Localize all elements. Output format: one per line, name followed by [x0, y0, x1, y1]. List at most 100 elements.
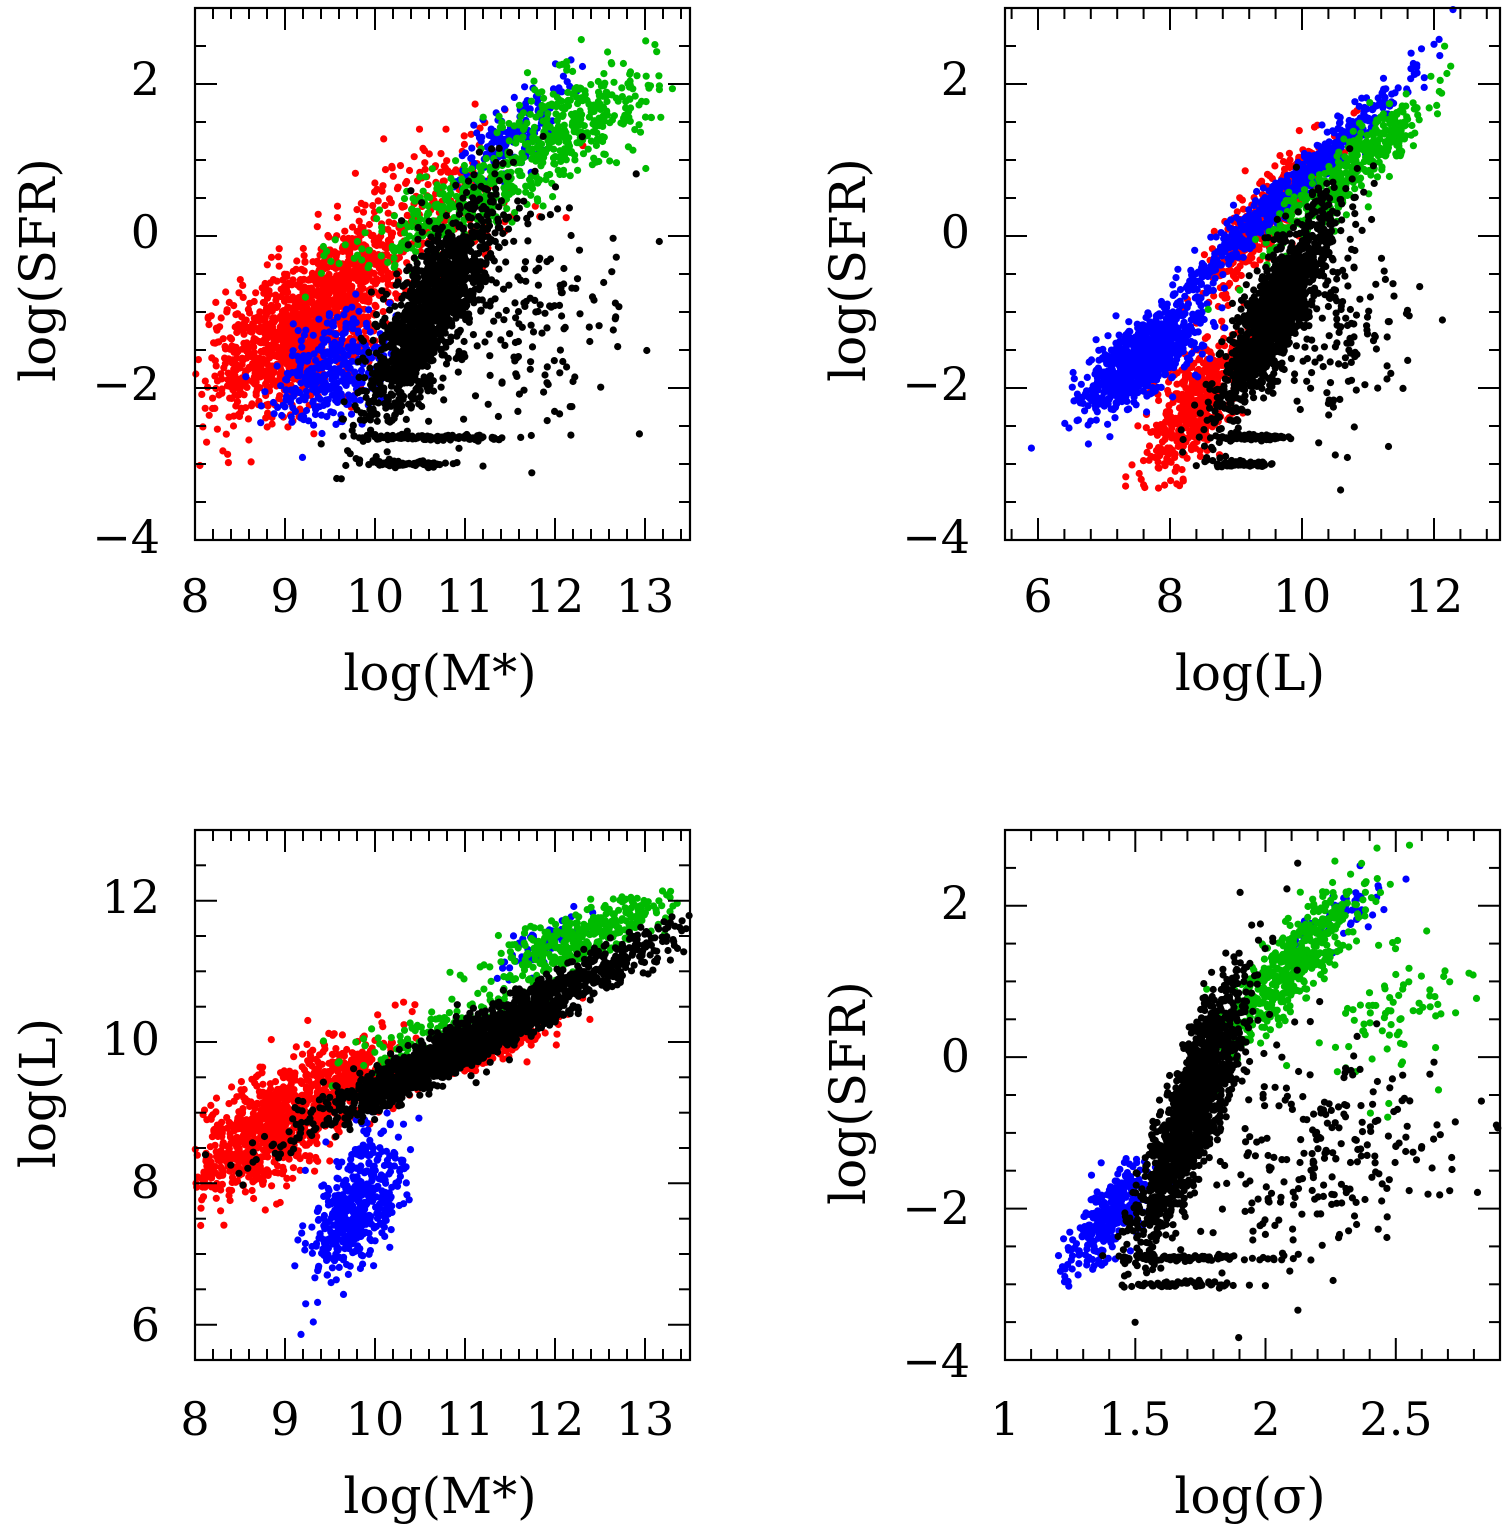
data-point [494, 311, 502, 319]
data-point [452, 157, 460, 165]
data-point [320, 290, 328, 298]
data-point [560, 131, 568, 139]
data-point [468, 144, 476, 152]
data-point [347, 284, 356, 292]
data-point [566, 172, 574, 180]
data-point [383, 244, 391, 252]
data-point [562, 103, 570, 111]
data-point [279, 313, 287, 321]
data-point [393, 185, 402, 193]
data-point [385, 218, 393, 226]
data-point [425, 217, 433, 225]
data-point [471, 100, 479, 108]
data-point [371, 179, 379, 187]
data-point [396, 162, 405, 170]
data-point [539, 104, 547, 113]
data-point [353, 251, 361, 259]
data-point [543, 324, 551, 332]
data-point [576, 94, 584, 103]
data-point [551, 183, 560, 191]
data-point [325, 328, 333, 336]
data-point [388, 343, 396, 351]
data-point [384, 258, 392, 266]
data-point [540, 388, 548, 396]
data-point [335, 260, 343, 268]
data-point [454, 275, 462, 283]
data-point [217, 370, 225, 378]
data-point [423, 320, 431, 328]
data-point [409, 207, 417, 215]
data-point [655, 237, 663, 246]
data-point [383, 448, 391, 456]
data-point [349, 421, 357, 429]
data-point [244, 346, 252, 354]
data-point [237, 404, 245, 412]
data-point [371, 320, 379, 328]
data-point [313, 223, 321, 231]
data-point [311, 290, 319, 298]
data-point [631, 92, 639, 100]
data-point [276, 369, 284, 377]
data-point [408, 357, 416, 365]
data-point [443, 157, 451, 165]
data-point [1173, 380, 1181, 388]
data-point [474, 229, 482, 237]
data-point [569, 112, 577, 120]
data-point [354, 277, 363, 285]
data-point [282, 392, 291, 400]
data-point [1167, 458, 1175, 466]
data-point [608, 268, 616, 276]
data-point [347, 410, 356, 418]
data-point [346, 247, 354, 255]
xtick-label: 10 [346, 569, 405, 623]
data-point [392, 281, 400, 289]
data-point [260, 367, 268, 375]
data-point [352, 290, 360, 298]
data-point [378, 337, 386, 345]
data-point [232, 354, 241, 362]
data-point [1175, 482, 1184, 490]
data-point [370, 398, 378, 406]
data-point [262, 281, 270, 289]
data-point [437, 433, 445, 441]
data-point [319, 242, 327, 251]
data-point [541, 371, 549, 379]
data-point [409, 279, 417, 287]
data-point [556, 346, 565, 354]
data-point [302, 326, 310, 334]
data-point [256, 384, 264, 392]
data-point [519, 109, 528, 117]
data-point [481, 278, 489, 286]
data-point [415, 329, 423, 337]
data-point [319, 335, 327, 343]
data-point [239, 281, 247, 289]
data-point [485, 330, 493, 338]
data-point [407, 187, 415, 195]
data-point [538, 213, 546, 221]
data-point [355, 307, 363, 315]
data-point [464, 177, 473, 185]
data-point [229, 374, 237, 382]
data-point [486, 371, 494, 379]
data-point [475, 296, 483, 304]
data-point [611, 299, 620, 307]
ytick-label: 0 [131, 205, 160, 259]
data-point [373, 215, 381, 223]
data-point [569, 67, 577, 75]
data-point [587, 81, 595, 89]
data-point [470, 171, 478, 179]
data-point [391, 261, 399, 269]
data-point [612, 313, 620, 321]
data-point [297, 277, 305, 285]
data-point [212, 298, 220, 306]
data-point [339, 287, 347, 295]
data-point [415, 400, 423, 408]
data-point [291, 296, 299, 304]
data-point [491, 229, 499, 237]
data-point [515, 204, 524, 212]
data-point [519, 126, 528, 134]
data-point [419, 187, 427, 195]
data-point [564, 96, 572, 104]
data-point [416, 173, 424, 181]
data-point [626, 77, 634, 85]
